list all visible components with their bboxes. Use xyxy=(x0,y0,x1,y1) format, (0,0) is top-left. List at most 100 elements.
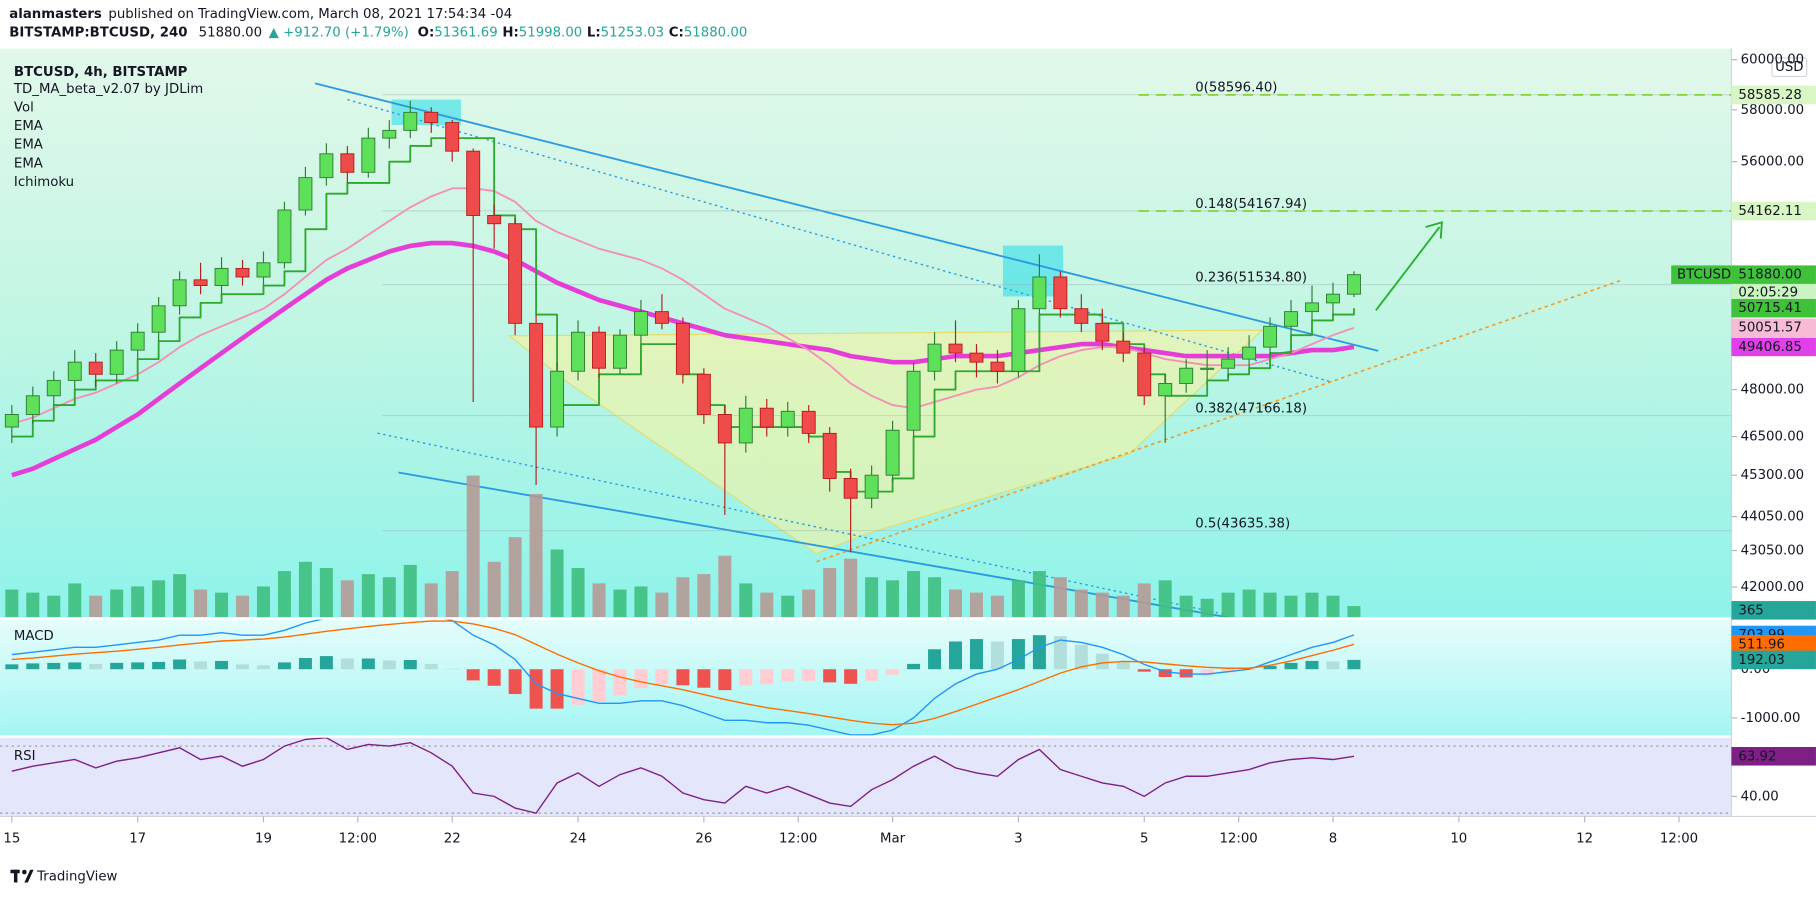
fib-label: 0.148(54167.94) xyxy=(1195,197,1307,212)
macd-histogram-bar xyxy=(131,662,145,670)
level-badge-bg xyxy=(1731,201,1816,221)
candle-body xyxy=(193,279,208,287)
volume-bar xyxy=(403,564,417,618)
x-tick-label: 12:00 xyxy=(1660,831,1698,846)
candle-body xyxy=(151,305,166,333)
candle-body xyxy=(864,474,879,499)
candle-body xyxy=(1346,274,1361,295)
macd-histogram-bar xyxy=(592,669,606,702)
y-tick-label: 42000.00 xyxy=(1741,580,1804,595)
volume-bar xyxy=(676,577,690,618)
macd-histogram-bar xyxy=(68,662,82,670)
y-tick-label: 40.00 xyxy=(1741,789,1779,804)
macd-histogram-bar xyxy=(1263,665,1277,670)
candle-body xyxy=(927,343,942,372)
indicator-name: EMA xyxy=(14,138,43,153)
trend-line-dotted xyxy=(347,98,1333,383)
volume-bar xyxy=(1074,589,1088,618)
volume-bar xyxy=(5,589,19,618)
x-tick-label: 15 xyxy=(3,831,20,846)
footer-brand: TradingView xyxy=(36,870,117,885)
volume-bar xyxy=(319,567,333,618)
candle-body xyxy=(571,331,586,372)
macd-histogram-bar xyxy=(487,669,501,686)
macd-histogram-bar xyxy=(1179,669,1193,678)
candle-body xyxy=(298,177,313,211)
candle-body xyxy=(529,322,544,428)
macd-histogram-bar xyxy=(508,669,522,695)
candle-body xyxy=(109,349,124,375)
candle-body xyxy=(738,407,753,444)
candle-body xyxy=(1284,311,1299,327)
candle-body xyxy=(948,343,963,354)
indicator-name: Vol xyxy=(14,101,34,116)
candle-body xyxy=(403,111,418,131)
macd-histogram-bar xyxy=(697,669,711,688)
candle-body xyxy=(675,322,690,375)
macd-histogram-bar xyxy=(445,668,459,670)
candle-body xyxy=(801,410,816,434)
volume-bar xyxy=(1200,598,1214,618)
candle-body xyxy=(633,311,648,336)
x-tick-label: 12:00 xyxy=(339,831,377,846)
symbol: BITSTAMP:BTCUSD, 240 xyxy=(9,25,187,40)
macd-histogram-bar xyxy=(152,661,166,670)
volume-bar xyxy=(949,589,963,618)
candle-body xyxy=(25,395,40,415)
x-tick-label: 3 xyxy=(1014,831,1022,846)
volume-bar xyxy=(781,595,795,618)
y-tick-label: 48000.00 xyxy=(1741,383,1804,398)
x-tick-label: 17 xyxy=(129,831,146,846)
candle-body xyxy=(1200,367,1215,370)
projection-arrow xyxy=(1375,226,1441,311)
candle-body xyxy=(1116,340,1131,354)
macd-histogram-bar xyxy=(613,669,627,696)
macd-histogram-bar xyxy=(89,663,103,670)
macd-histogram-bar xyxy=(319,656,333,670)
candle-body xyxy=(1011,308,1026,372)
author: alanmasters xyxy=(9,7,102,22)
rsi-badge: 63.92 xyxy=(1738,749,1776,764)
indicator-badge: 50715.41 xyxy=(1738,301,1801,316)
candle-body xyxy=(340,153,355,173)
currency-box xyxy=(1771,57,1808,78)
ohlc-value: 51880.00 xyxy=(684,25,747,40)
macd-histogram-bar xyxy=(277,662,291,670)
volume-badge: 365 xyxy=(1738,603,1763,618)
change: ▲ +912.70 (+1.79%) xyxy=(269,25,409,40)
candle-body xyxy=(466,150,481,216)
macd-histogram-bar xyxy=(110,662,124,670)
histogram-badge: 192.03 xyxy=(1738,653,1785,668)
level-badge: 54162.11 xyxy=(1738,204,1801,219)
y-tick-label: 45300.00 xyxy=(1741,468,1804,483)
macd-badge-bg xyxy=(1731,635,1816,654)
macd-histogram-bar xyxy=(256,665,270,670)
volume-bar xyxy=(131,586,145,618)
indicator-badge: 50051.57 xyxy=(1738,321,1801,336)
candle-body xyxy=(256,262,271,278)
volume-bar xyxy=(1032,571,1046,618)
trend-line xyxy=(314,82,1379,352)
candle-body xyxy=(885,429,900,476)
indicator-badge-bg xyxy=(1731,337,1816,357)
volume-bar xyxy=(592,583,606,618)
indicator-name: TD_MA_beta_v2.07 by JDLim xyxy=(13,82,203,97)
macd-histogram-bar xyxy=(47,662,61,670)
volume-bar xyxy=(739,583,753,618)
volume-bar xyxy=(1263,592,1277,618)
candle-body xyxy=(843,478,858,499)
volume-bar xyxy=(634,586,648,618)
volume-bar xyxy=(466,475,480,618)
volume-bar xyxy=(907,571,921,618)
macd-histogram-bar xyxy=(382,660,396,670)
volume-badge-bg xyxy=(1731,601,1816,620)
volume-bar xyxy=(110,589,124,618)
level-badge: 58585.28 xyxy=(1738,88,1801,103)
rsi-badge-bg xyxy=(1731,747,1816,766)
fib-label: 0(58596.40) xyxy=(1195,81,1277,96)
candle-body xyxy=(487,215,502,225)
volume-bar xyxy=(361,574,375,618)
volume-bar xyxy=(718,555,732,618)
rsi-pane xyxy=(0,737,1732,817)
